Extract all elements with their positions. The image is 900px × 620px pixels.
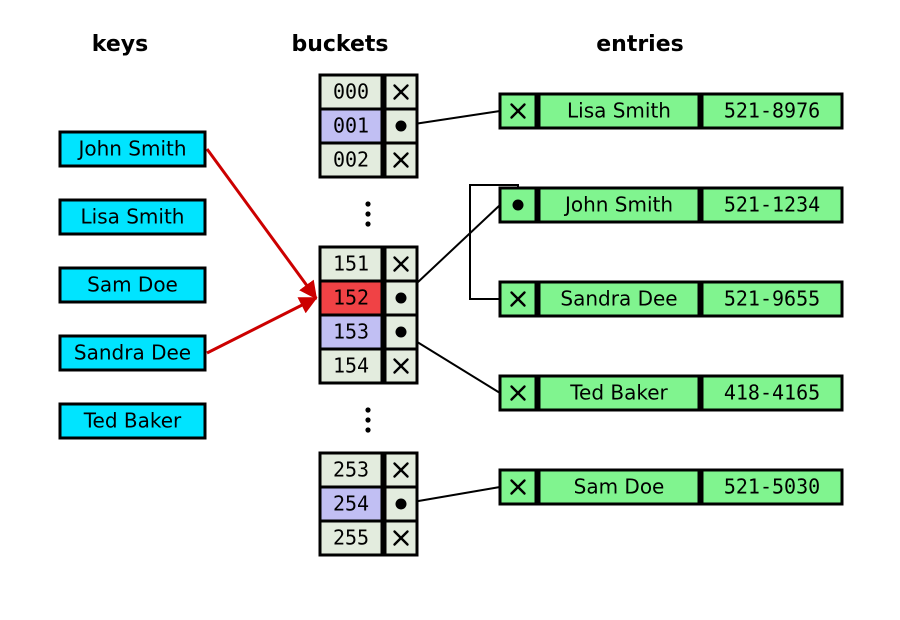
svg-text:254: 254 xyxy=(333,492,369,516)
svg-text:418-4165: 418-4165 xyxy=(724,381,820,405)
ellipsis-icon xyxy=(365,211,370,216)
svg-text:255: 255 xyxy=(333,526,369,550)
svg-text:Sandra Dee: Sandra Dee xyxy=(74,341,191,365)
svg-text:152: 152 xyxy=(333,286,369,310)
svg-text:Ted Baker: Ted Baker xyxy=(569,381,668,405)
hash-arrow xyxy=(207,298,316,353)
ellipsis-icon xyxy=(365,201,370,206)
svg-text:002: 002 xyxy=(333,148,369,172)
bucket-row: 000 xyxy=(320,75,417,109)
key-box: Ted Baker xyxy=(60,404,205,438)
svg-text:521-8976: 521-8976 xyxy=(724,99,820,123)
pointer-dot-icon xyxy=(396,121,407,132)
svg-text:John Smith: John Smith xyxy=(76,137,186,161)
svg-text:001: 001 xyxy=(333,114,369,138)
svg-text:153: 153 xyxy=(333,320,369,344)
svg-text:buckets: buckets xyxy=(291,32,388,57)
svg-text:151: 151 xyxy=(333,252,369,276)
svg-text:Lisa Smith: Lisa Smith xyxy=(81,205,185,229)
svg-text:521-9655: 521-9655 xyxy=(724,287,820,311)
hash-arrow xyxy=(207,149,316,298)
svg-text:keys: keys xyxy=(92,32,148,57)
ellipsis-icon xyxy=(365,417,370,422)
bucket-row: 001 xyxy=(320,109,417,143)
svg-text:154: 154 xyxy=(333,354,369,378)
svg-text:Sam Doe: Sam Doe xyxy=(87,273,178,297)
pointer-dot-icon xyxy=(396,327,407,338)
entry-row: Lisa Smith 521-8976 xyxy=(500,94,842,128)
svg-text:521-1234: 521-1234 xyxy=(724,193,820,217)
svg-text:Ted Baker: Ted Baker xyxy=(83,409,182,433)
bucket-row: 154 xyxy=(320,349,417,383)
bucket-row: 002 xyxy=(320,143,417,177)
svg-text:entries: entries xyxy=(596,32,684,57)
bucket-row: 152 xyxy=(320,281,417,315)
svg-text:521-5030: 521-5030 xyxy=(724,475,820,499)
entry-row: Ted Baker 418-4165 xyxy=(500,376,842,410)
svg-text:John Smith: John Smith xyxy=(563,193,673,217)
entry-row: Sam Doe 521-5030 xyxy=(500,470,842,504)
svg-text:000: 000 xyxy=(333,80,369,104)
key-box: Lisa Smith xyxy=(60,200,205,234)
hash-table-diagram: keys buckets entries John Smith Lisa Smith Sa… xyxy=(0,0,900,620)
bucket-row: 151 xyxy=(320,247,417,281)
bucket-row: 153 xyxy=(320,315,417,349)
ellipsis-icon xyxy=(365,407,370,412)
key-box: Sandra Dee xyxy=(60,336,205,370)
svg-text:Lisa Smith: Lisa Smith xyxy=(567,99,671,123)
entry-row: John Smith 521-1234 xyxy=(500,188,842,222)
bucket-row: 254 xyxy=(320,487,417,521)
pointer-dot-icon xyxy=(396,499,407,510)
entry-row: Sandra Dee 521-9655 xyxy=(500,282,842,316)
key-box: John Smith xyxy=(60,132,205,166)
pointer-dot-icon xyxy=(396,293,407,304)
bucket-row: 253 xyxy=(320,453,417,487)
ellipsis-icon xyxy=(365,427,370,432)
bucket-row: 255 xyxy=(320,521,417,555)
ellipsis-icon xyxy=(365,221,370,226)
svg-text:Sam Doe: Sam Doe xyxy=(574,475,665,499)
pointer-dot-icon xyxy=(513,200,524,211)
svg-text:Sandra Dee: Sandra Dee xyxy=(560,287,677,311)
svg-text:253: 253 xyxy=(333,458,369,482)
key-box: Sam Doe xyxy=(60,268,205,302)
